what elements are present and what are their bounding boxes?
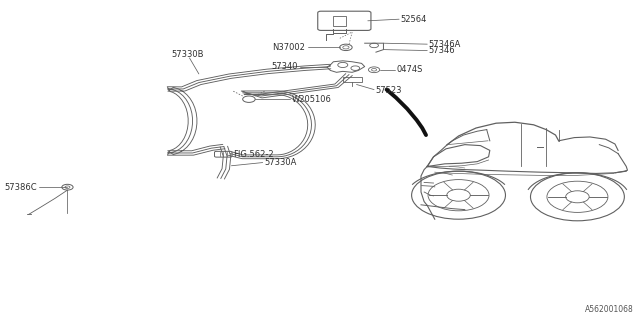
Text: FIG.562-2: FIG.562-2 [233, 150, 274, 159]
Text: N37002: N37002 [273, 43, 305, 52]
Text: 0474S: 0474S [397, 65, 423, 74]
Text: 57330A: 57330A [264, 158, 296, 167]
Text: 57340: 57340 [271, 62, 298, 71]
Text: 57523: 57523 [375, 86, 402, 95]
Text: A562001068: A562001068 [585, 305, 634, 314]
Text: W205106: W205106 [291, 95, 332, 104]
Text: 52564: 52564 [401, 15, 427, 24]
Text: 57330B: 57330B [172, 50, 204, 59]
Text: 57346A: 57346A [429, 40, 461, 49]
Text: 57346: 57346 [429, 46, 455, 55]
Text: 57386C: 57386C [4, 183, 37, 192]
